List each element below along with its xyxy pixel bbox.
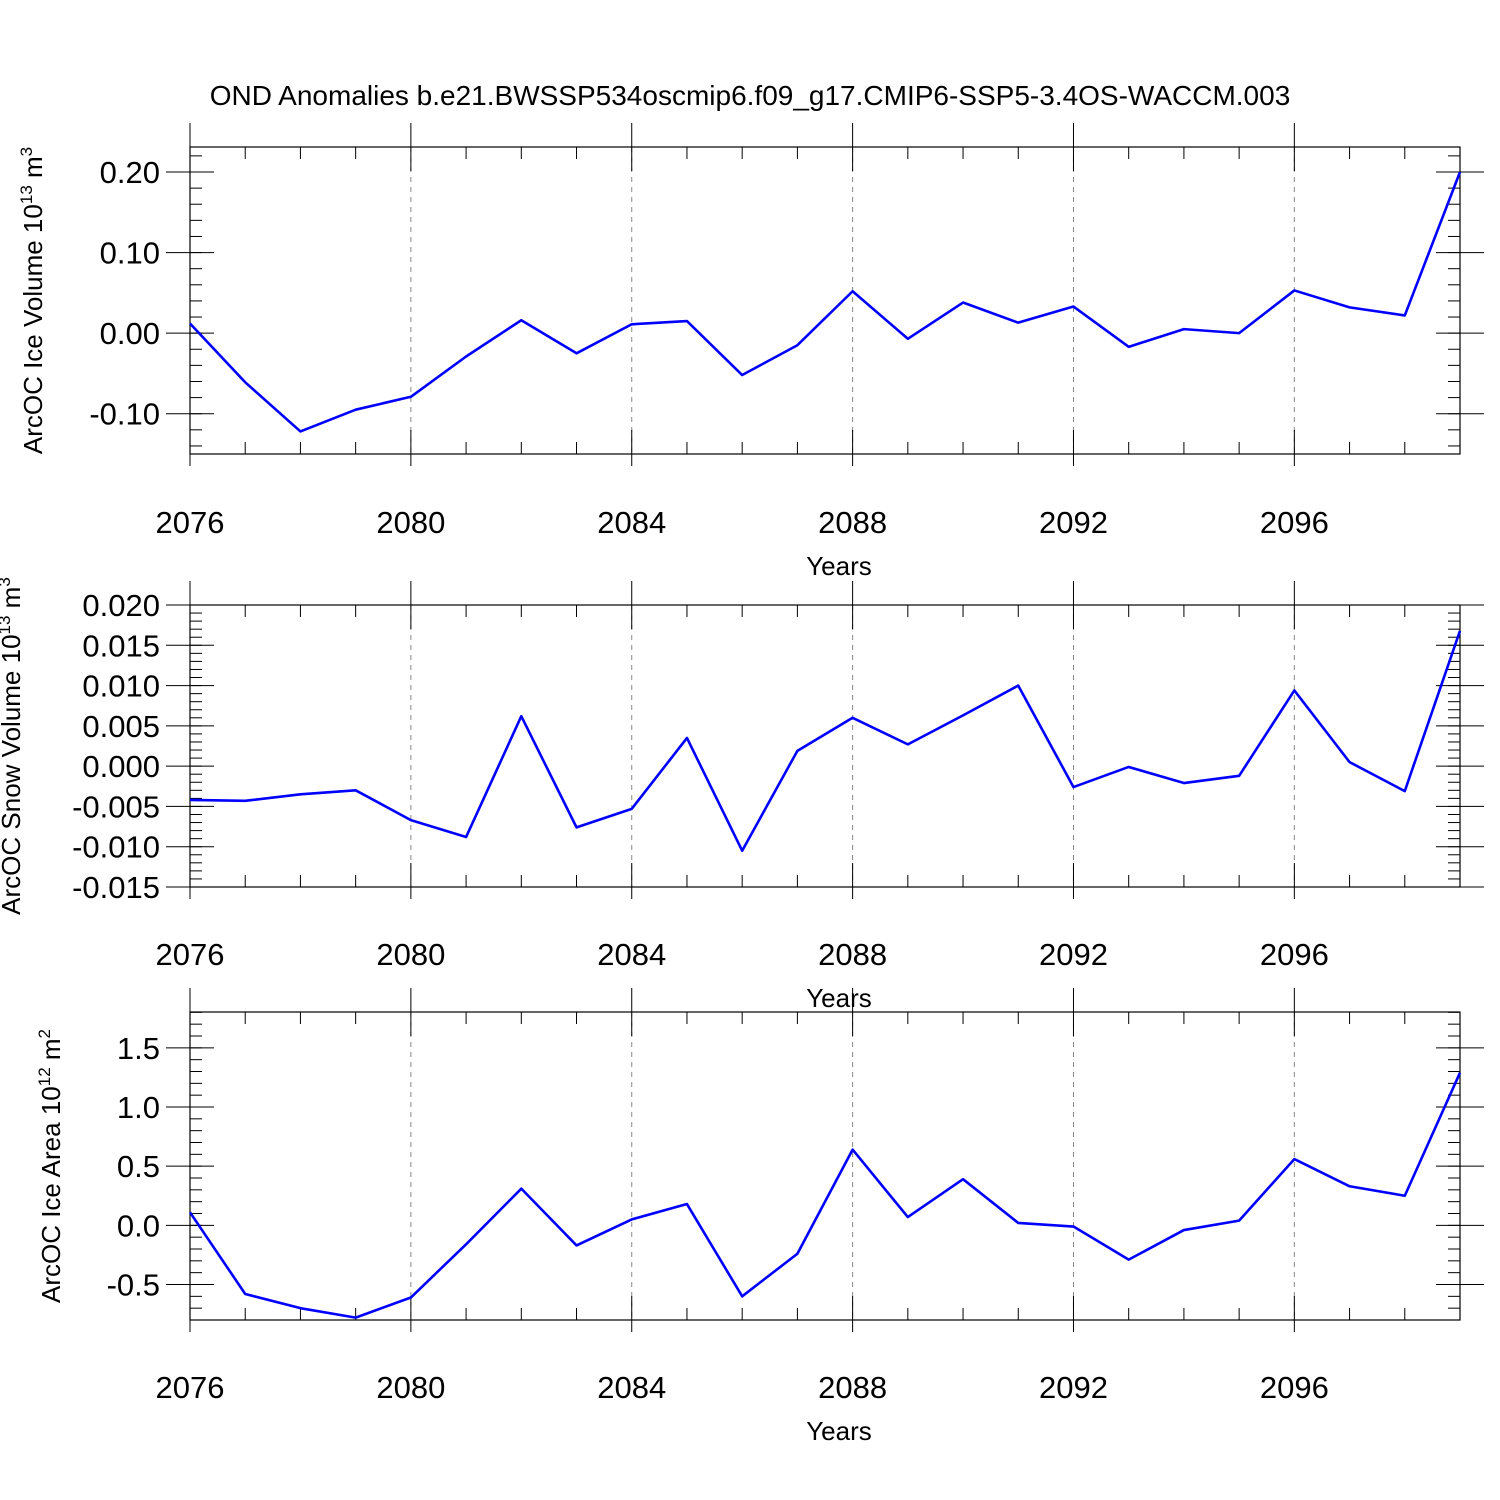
series-line [189, 171, 1462, 433]
y-axis-title: ArcOC Snow Volume 1013 m3 [0, 577, 26, 915]
y-tick-label: 0.000 [82, 749, 160, 784]
x-tick-label: 2088 [818, 505, 887, 540]
x-tick-label: 2092 [1039, 937, 1108, 972]
y-axis-title: ArcOC Ice Area 1012 m2 [35, 1029, 66, 1303]
y-tick-label: 0.020 [82, 588, 160, 623]
x-tick-label: 2092 [1039, 1370, 1108, 1405]
y-tick-label: 0.10 [100, 236, 160, 271]
x-tick-label: 2088 [818, 937, 887, 972]
x-tick-label: 2080 [376, 505, 445, 540]
y-tick-label: 0.015 [82, 628, 160, 663]
plot-frame [189, 604, 1461, 888]
x-tick-label: 2088 [818, 1370, 887, 1405]
y-tick-label: -0.015 [72, 870, 160, 905]
y-axis-title-exponent: 13 [17, 185, 36, 204]
x-tick-label: 2084 [597, 1370, 666, 1405]
y-axis-title-unit-exponent: 3 [0, 577, 14, 586]
x-tick-label: 2092 [1039, 505, 1108, 540]
y-axis-title-exponent: 12 [35, 1067, 54, 1086]
y-axis-title-unit-exponent: 3 [17, 147, 36, 156]
x-tick-label: 2080 [376, 937, 445, 972]
x-tick-label: 2096 [1260, 937, 1329, 972]
x-tick-label: 2096 [1260, 505, 1329, 540]
x-tick-label: 2084 [597, 505, 666, 540]
y-tick-label: 0.00 [100, 316, 160, 351]
y-tick-label: 0.010 [82, 669, 160, 704]
y-axis-title: ArcOC Ice Volume 1013 m3 [17, 147, 48, 454]
x-tick-label: 2076 [156, 1370, 225, 1405]
y-axis-title-main: ArcOC Ice Area 10 [36, 1086, 66, 1303]
y-tick-label: 0.0 [117, 1208, 160, 1243]
y-tick-label: 1.0 [117, 1090, 160, 1125]
y-axis-title-exponent: 13 [0, 616, 14, 635]
y-axis-title-unit-exponent: 2 [35, 1029, 54, 1038]
x-tick-label: 2076 [156, 937, 225, 972]
x-tick-label: 2096 [1260, 1370, 1329, 1405]
figure-title: OND Anomalies b.e21.BWSSP534oscmip6.f09_… [210, 80, 1291, 111]
chart-panel-2: -0.015 -0.010 -0.005 0.000 0.005 0.010 0.015 0.… [0, 577, 1484, 1013]
y-tick-label: 1.5 [117, 1031, 160, 1066]
x-axis-title: Years [806, 551, 872, 581]
chart-panel-1: -0.10 0.00 0.10 0.20 2076 2080 2084 2088 2092 209… [17, 123, 1484, 581]
y-tick-label: -0.005 [72, 789, 160, 824]
y-tick-label: -0.10 [89, 397, 160, 432]
panels: -0.10 0.00 0.10 0.20 2076 2080 2084 2088 2092 209… [0, 123, 1484, 1446]
series-line [189, 630, 1462, 853]
series-line [188, 1072, 1462, 1319]
y-axis-title-unit: m [18, 156, 48, 185]
x-tick-label: 2084 [597, 937, 666, 972]
y-tick-label: 0.005 [82, 709, 160, 744]
chart-panel-3: -0.5 0.0 0.5 1.0 1.5 2076 2080 2084 2088 2092 2096… [35, 988, 1484, 1446]
y-axis-title-unit: m [36, 1038, 66, 1067]
y-axis-title-unit: m [0, 587, 26, 616]
x-axis-title: Years [806, 1416, 872, 1446]
y-tick-label: -0.010 [72, 830, 160, 865]
y-tick-label: 0.5 [117, 1149, 160, 1184]
y-tick-label: 0.20 [100, 155, 160, 190]
x-tick-label: 2080 [376, 1370, 445, 1405]
y-tick-label: -0.5 [107, 1268, 160, 1303]
x-tick-label: 2076 [156, 505, 225, 540]
y-axis-title-main: ArcOC Ice Volume 10 [18, 204, 48, 454]
x-axis-title: Years [806, 983, 872, 1013]
y-axis-title-main: ArcOC Snow Volume 10 [0, 634, 26, 914]
